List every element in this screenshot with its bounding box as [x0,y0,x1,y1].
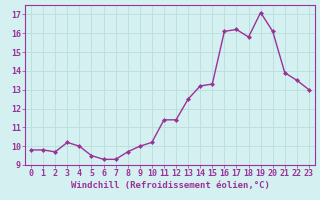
X-axis label: Windchill (Refroidissement éolien,°C): Windchill (Refroidissement éolien,°C) [71,181,269,190]
